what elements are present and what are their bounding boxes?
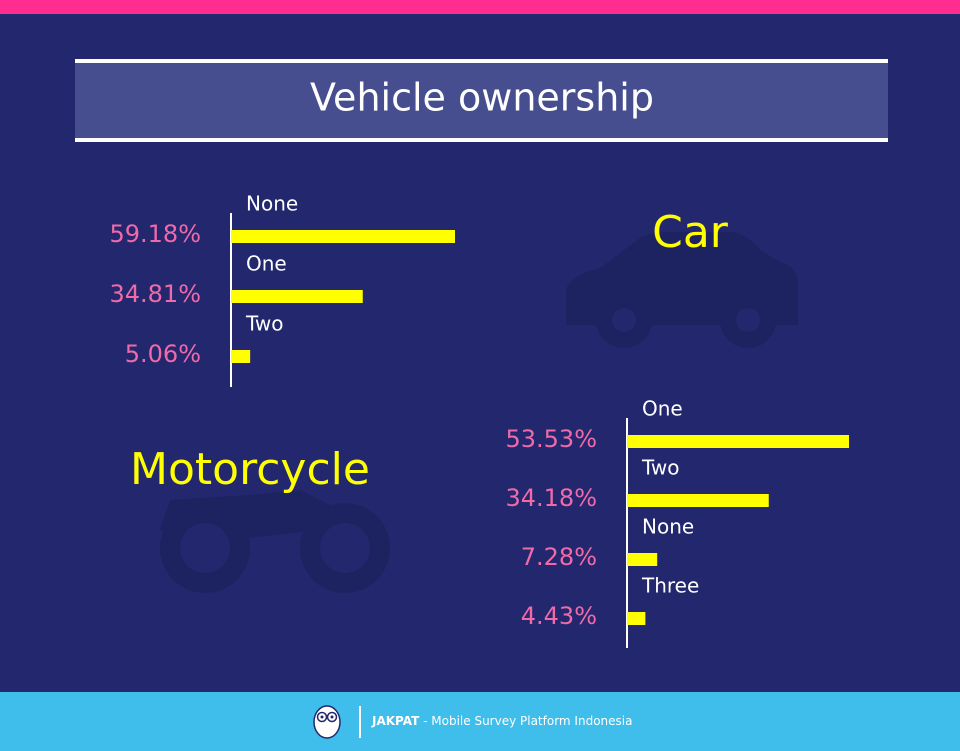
bar [231, 230, 455, 243]
chart-title: Car [652, 207, 729, 258]
banner-line [75, 138, 888, 142]
banner-line [75, 59, 888, 63]
top-strip [0, 0, 960, 14]
title-banner [75, 59, 888, 142]
bar [627, 553, 658, 566]
bar [627, 494, 769, 507]
motorcycle-wheel-hub [180, 523, 370, 573]
value-label: 5.06% [125, 340, 201, 368]
bar [231, 350, 251, 363]
value-label: 4.43% [521, 602, 597, 630]
page-title: Vehicle ownership [310, 76, 654, 120]
owl-logo [313, 705, 341, 739]
category-label: Three [641, 574, 699, 598]
bar [231, 290, 363, 303]
brand: JAKPAT [371, 714, 420, 728]
car-wheel-hub [612, 308, 760, 332]
car-icon [566, 232, 798, 348]
category-label: Two [641, 456, 680, 480]
category-label: None [246, 192, 298, 216]
footer-divider [359, 706, 361, 738]
value-label: 7.28% [521, 543, 597, 571]
tagline: - Mobile Survey Platform Indonesia [423, 714, 632, 728]
category-label: One [642, 397, 683, 421]
value-label: 34.81% [109, 280, 201, 308]
footer [0, 692, 960, 751]
chart-title: Motorcycle [130, 444, 370, 495]
category-label: One [246, 252, 287, 276]
category-label: Two [245, 312, 284, 336]
category-label: None [642, 515, 694, 539]
value-label: 59.18% [109, 220, 201, 248]
value-label: 34.18% [505, 484, 597, 512]
footer-text: JAKPAT - Mobile Survey Platform Indonesi… [371, 714, 632, 728]
bar [627, 612, 646, 625]
value-label: 53.53% [505, 425, 597, 453]
bar [627, 435, 849, 448]
